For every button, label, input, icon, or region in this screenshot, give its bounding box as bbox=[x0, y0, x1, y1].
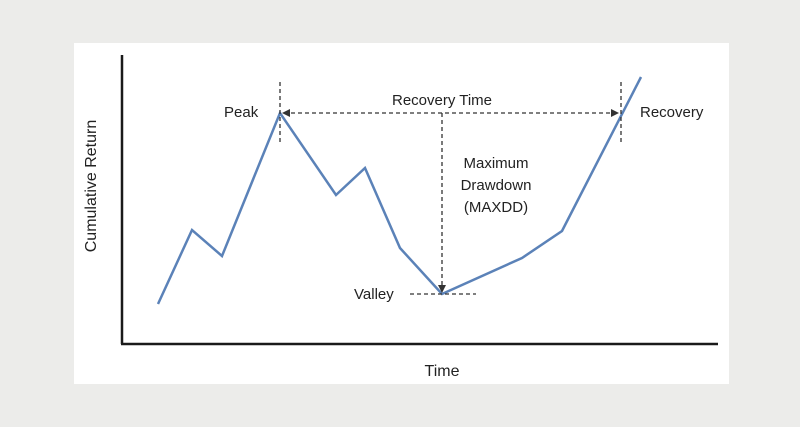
drawdown-arrowhead bbox=[438, 285, 446, 293]
drawdown-label-line-2: Drawdown bbox=[461, 177, 532, 194]
recovery-label: Recovery bbox=[640, 104, 704, 121]
drawdown-label-line-1: Maximum bbox=[463, 155, 528, 172]
drawdown-label-line-3: (MAXDD) bbox=[464, 199, 528, 216]
valley-label: Valley bbox=[354, 286, 394, 303]
peak-label: Peak bbox=[224, 104, 259, 121]
diagram-panel bbox=[74, 43, 729, 384]
recovery-time-arrowhead-right bbox=[611, 109, 619, 117]
recovery-time-arrowhead-left bbox=[282, 109, 290, 117]
cumulative-return-line bbox=[156, 76, 643, 305]
recovery-time-label: Recovery Time bbox=[392, 92, 492, 109]
x-axis-label: Time bbox=[425, 363, 460, 380]
y-axis-label: Cumulative Return bbox=[83, 120, 100, 253]
